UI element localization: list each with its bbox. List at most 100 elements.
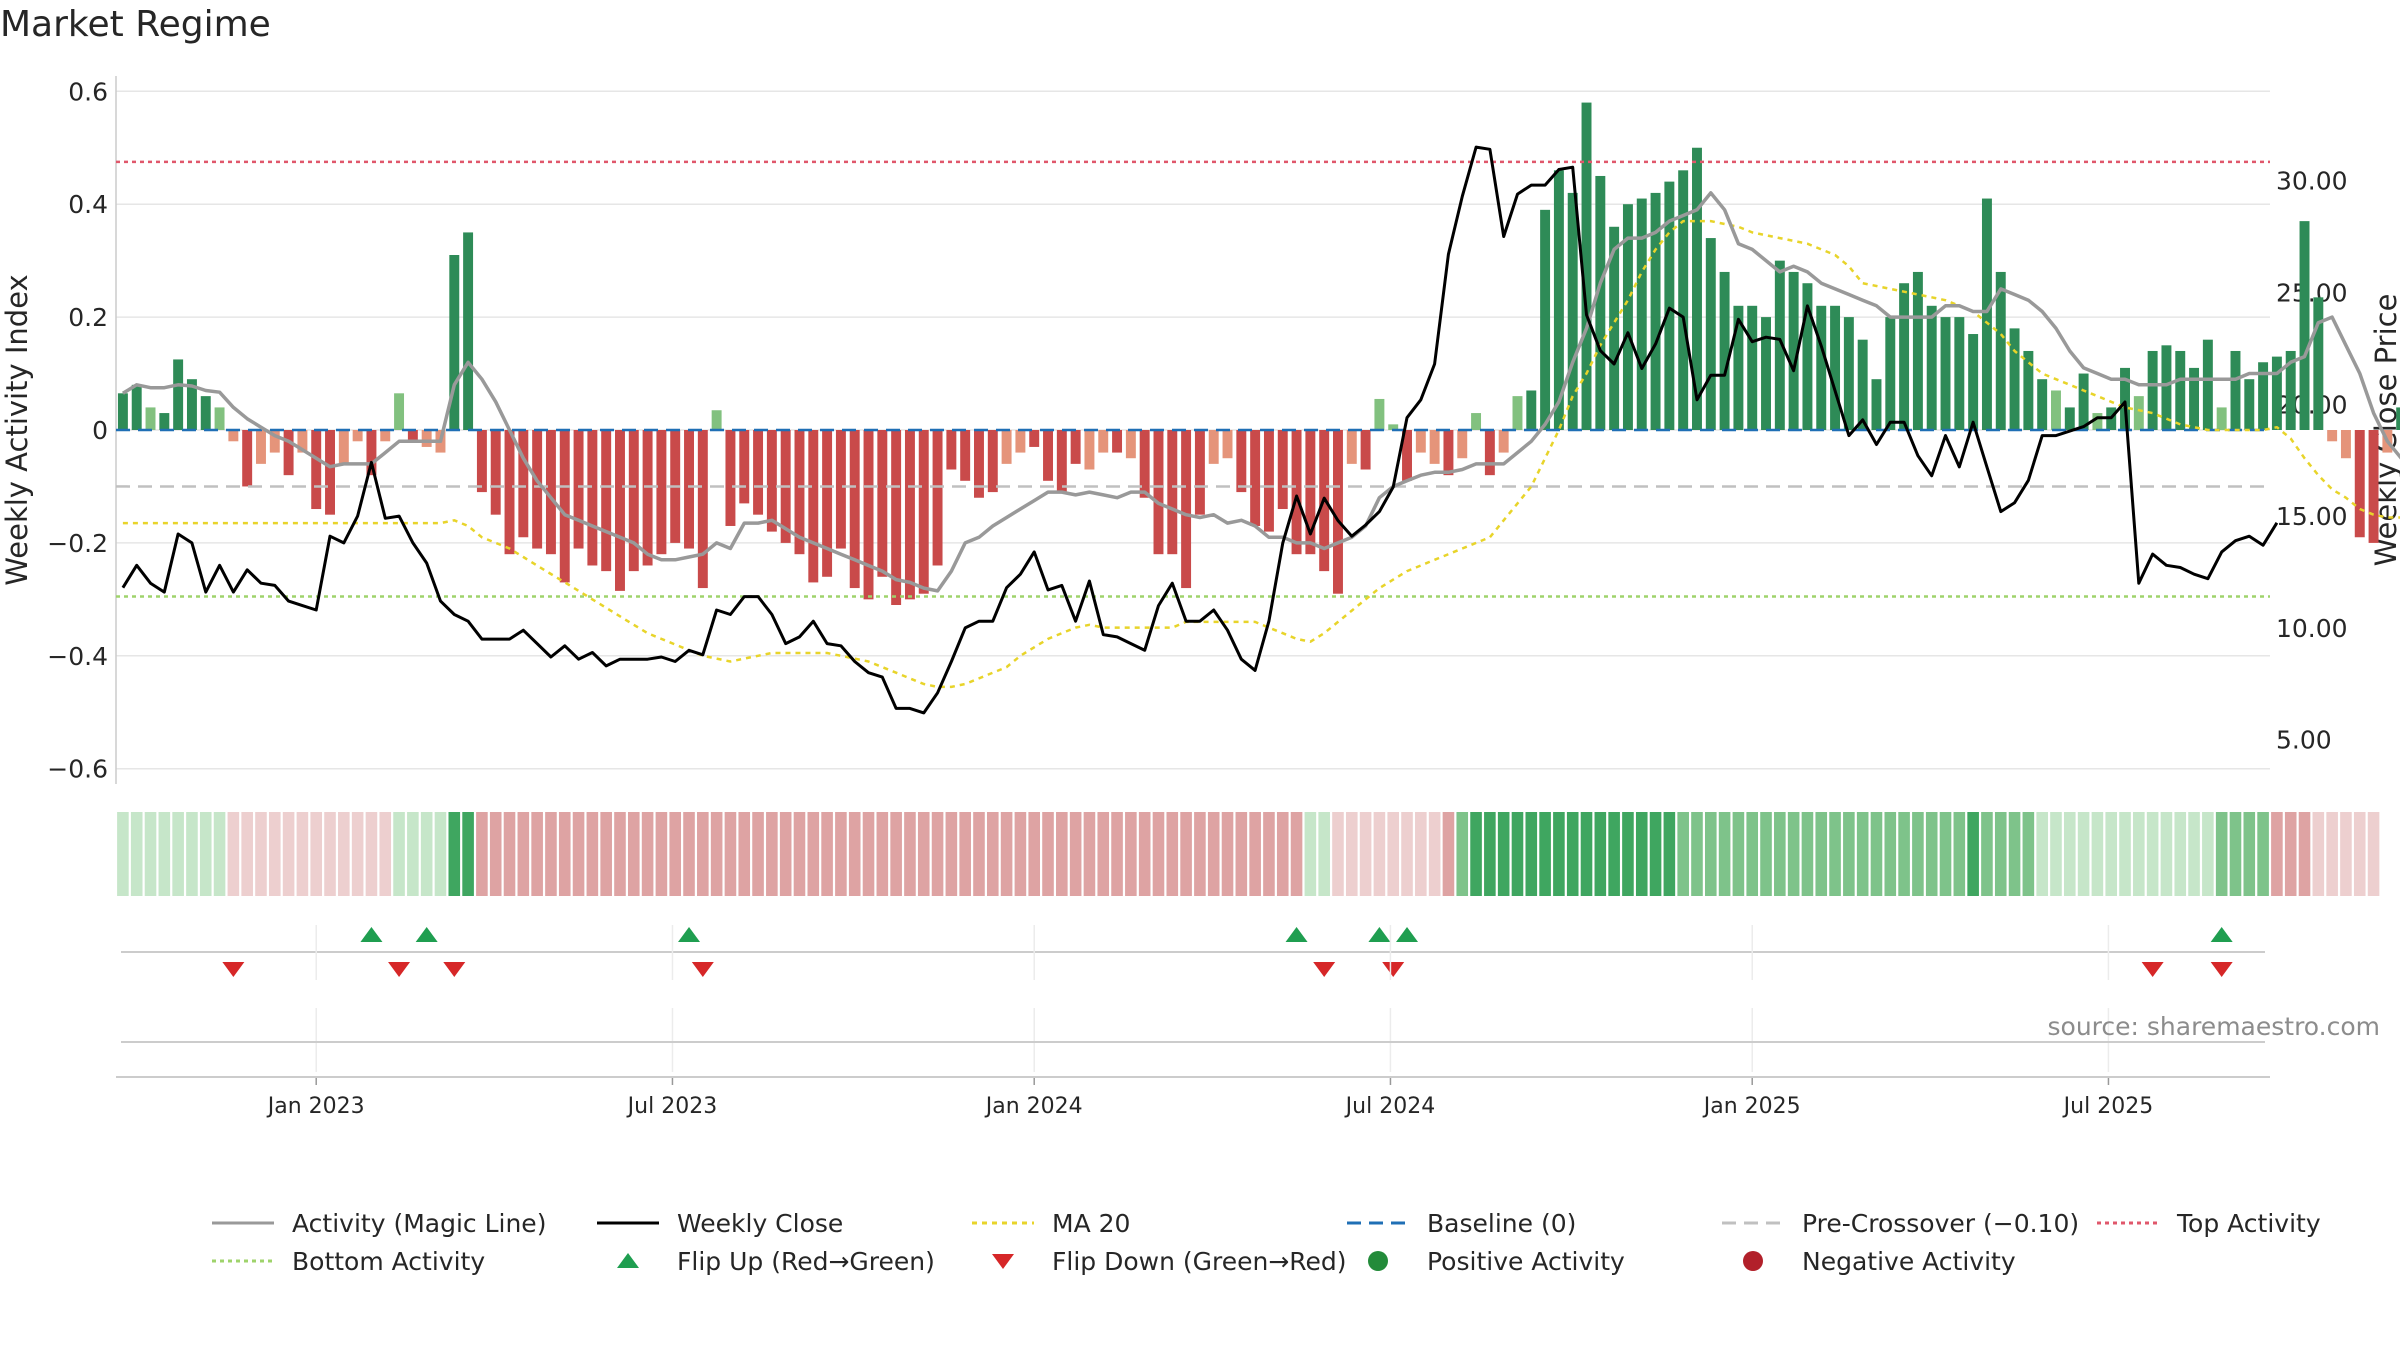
activity-bar bbox=[1208, 430, 1219, 464]
regime-strip-cell bbox=[351, 812, 364, 896]
activity-bar bbox=[1471, 413, 1482, 430]
regime-strip-cell bbox=[1580, 812, 1593, 896]
activity-bar bbox=[615, 430, 625, 591]
regime-strip-cell bbox=[1898, 812, 1910, 896]
activity-bar bbox=[269, 430, 280, 453]
regime-strip-cell bbox=[1497, 812, 1510, 896]
activity-bar bbox=[1222, 430, 1233, 459]
left-tick-label: −0.4 bbox=[47, 642, 108, 671]
activity-bar bbox=[1098, 430, 1109, 453]
regime-strip-cell bbox=[1415, 812, 1427, 896]
activity-bar bbox=[1498, 430, 1509, 453]
activity-bar bbox=[1056, 430, 1067, 493]
regime-strip-cell bbox=[1704, 812, 1717, 896]
regime-strip-cell bbox=[2367, 812, 2380, 896]
activity-bar bbox=[946, 430, 957, 470]
activity-bar bbox=[960, 430, 971, 481]
regime-strip-cell bbox=[130, 812, 143, 896]
legend-item: MA 20 bbox=[970, 1205, 1130, 1241]
activity-bar bbox=[2023, 350, 2034, 430]
activity-bar bbox=[1581, 102, 1592, 431]
regime-strip-cell bbox=[766, 812, 778, 896]
activity-bar bbox=[1816, 305, 1827, 430]
regime-strip-cell bbox=[172, 812, 184, 896]
regime-strip-cell bbox=[462, 812, 474, 896]
regime-strip-cell bbox=[1691, 812, 1703, 896]
activity-bar bbox=[2354, 430, 2365, 538]
regime-strip-cell bbox=[2133, 812, 2145, 896]
activity-bar bbox=[476, 430, 487, 493]
regime-strip-cell bbox=[1138, 812, 1151, 896]
activity-bar bbox=[1374, 398, 1385, 430]
activity-bar bbox=[1388, 424, 1399, 430]
activity-bar bbox=[656, 430, 667, 555]
regime-strip-cell bbox=[2326, 812, 2338, 896]
activity-bar bbox=[697, 430, 708, 589]
regime-strip-cell bbox=[2063, 812, 2076, 896]
activity-bar bbox=[808, 430, 819, 583]
activity-bar bbox=[1912, 271, 1923, 430]
legend-label: Flip Up (Red→Green) bbox=[677, 1246, 935, 1276]
activity-bar bbox=[131, 384, 142, 430]
activity-bar bbox=[1995, 271, 2006, 430]
activity-bar bbox=[753, 430, 764, 515]
legend-swatch bbox=[2097, 1221, 2159, 1225]
activity-bar bbox=[1954, 317, 1965, 430]
activity-bar bbox=[545, 430, 556, 555]
flip-up-marker bbox=[415, 927, 438, 942]
regime-strip-cell bbox=[2160, 812, 2173, 896]
regime-strip-cell bbox=[1456, 812, 1469, 896]
activity-bar bbox=[228, 430, 239, 442]
regime-strip-cell bbox=[1815, 812, 1828, 896]
activity-bar bbox=[1567, 192, 1578, 430]
activity-bar bbox=[1664, 181, 1675, 430]
regime-strip-cell bbox=[2050, 812, 2062, 896]
activity-bar bbox=[904, 430, 915, 600]
x-tick-label: Jul 2023 bbox=[626, 1094, 718, 1119]
regime-strip-cell bbox=[1276, 812, 1289, 896]
regime-strip-cell bbox=[614, 812, 626, 896]
flip-down-marker bbox=[2141, 962, 2164, 977]
regime-strip-cell bbox=[1166, 812, 1179, 896]
legend-label: Activity (Magic Line) bbox=[292, 1208, 547, 1238]
regime-strip-cell bbox=[641, 812, 654, 896]
regime-strip-cell bbox=[600, 812, 612, 896]
regime-strip-cell bbox=[420, 812, 433, 896]
activity-bar bbox=[835, 430, 846, 549]
regime-strip-cell bbox=[2312, 812, 2325, 896]
activity-bar bbox=[504, 430, 515, 555]
regime-strip-cell bbox=[738, 812, 751, 896]
regime-strip-cell bbox=[959, 812, 971, 896]
activity-bar bbox=[628, 430, 639, 572]
activity-bar bbox=[173, 359, 184, 430]
activity-bar bbox=[1291, 430, 1302, 555]
flip-up-marker bbox=[1396, 927, 1419, 942]
activity-bar bbox=[1595, 175, 1606, 430]
legend-flip-up-swatch bbox=[617, 1253, 639, 1268]
regime-strip-cell bbox=[268, 812, 281, 896]
activity-bar bbox=[1153, 430, 1164, 555]
activity-bar bbox=[2313, 297, 2324, 430]
left-tick-label: −0.2 bbox=[47, 529, 108, 558]
regime-strip-cell bbox=[1028, 812, 1041, 896]
legend-dot-swatch bbox=[1368, 1251, 1388, 1271]
activity-bar bbox=[2009, 328, 2020, 430]
regime-strip-cell bbox=[1967, 812, 1979, 896]
activity-bar bbox=[1429, 430, 1440, 464]
activity-bar bbox=[2078, 373, 2089, 430]
x-tick-label: Jan 2023 bbox=[266, 1094, 365, 1119]
left-tick-label: 0.6 bbox=[68, 77, 108, 106]
regime-strip-cell bbox=[2105, 812, 2118, 896]
legend-item: Flip Down (Green→Red) bbox=[970, 1243, 1347, 1279]
regime-strip-cell bbox=[1056, 812, 1068, 896]
activity-bar bbox=[297, 430, 308, 453]
regime-strip-cell bbox=[2022, 812, 2035, 896]
regime-strip-cell bbox=[296, 812, 309, 896]
regime-strip-cell bbox=[1732, 812, 1745, 896]
regime-strip-cell bbox=[2119, 812, 2131, 896]
activity-bar bbox=[394, 393, 405, 430]
legend-item: Bottom Activity bbox=[210, 1243, 485, 1279]
regime-strip-cell bbox=[1097, 812, 1110, 896]
regime-strip-cell bbox=[2271, 812, 2283, 896]
activity-bar bbox=[1774, 260, 1785, 430]
